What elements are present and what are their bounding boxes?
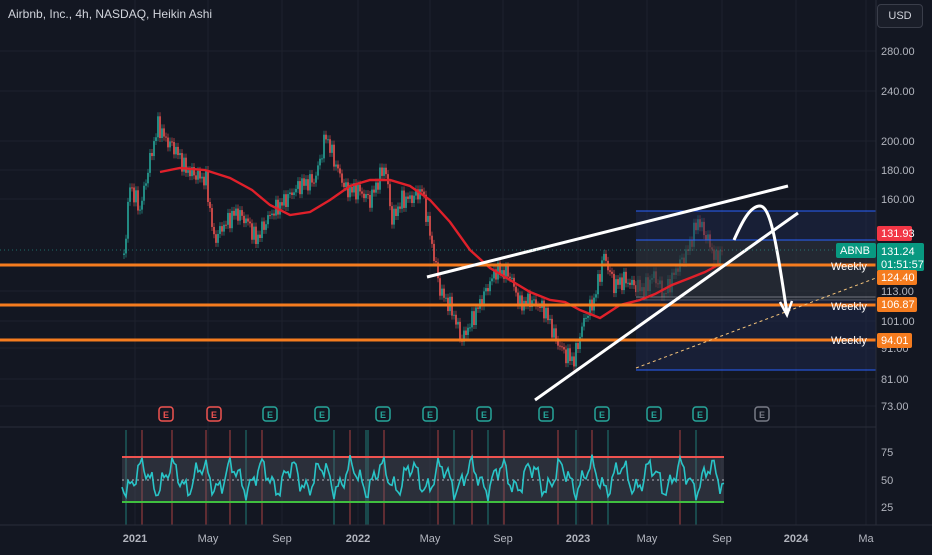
last-price-tag: 131.24 xyxy=(881,246,915,258)
price-axis-label: 101.00 xyxy=(881,316,915,328)
price-axis[interactable]: 280.00 240.00 200.00 180.00 160.00 113.00 101.… xyxy=(881,46,915,413)
price-axis-label: 240.00 xyxy=(881,86,915,98)
trend-lines xyxy=(426,184,877,402)
earnings-event-icon[interactable]: E xyxy=(594,406,610,422)
time-axis-label: Sep xyxy=(712,533,732,545)
earnings-event-icon[interactable]: E xyxy=(646,406,662,422)
price-axis-label: 280.00 xyxy=(881,46,915,58)
price-axis-label: 73.00 xyxy=(881,401,909,413)
earnings-event-icon[interactable]: E xyxy=(314,406,330,422)
weekly-label-1: Weekly xyxy=(831,261,867,273)
earnings-event-icon[interactable]: E xyxy=(262,406,278,422)
oscillator-line xyxy=(121,454,725,502)
oscillator-axis-label: 25 xyxy=(881,502,893,514)
svg-text:E: E xyxy=(651,410,657,420)
price-axis-label: 180.00 xyxy=(881,165,915,177)
earnings-event-icon[interactable]: E xyxy=(158,406,174,422)
weekly-label-2: Weekly xyxy=(831,301,867,313)
earnings-event-icon[interactable]: E xyxy=(538,406,554,422)
chart-title: Airbnb, Inc., 4h, NASDAQ, Heikin Ashi xyxy=(8,7,213,21)
oscillator-pane xyxy=(0,426,876,525)
svg-text:E: E xyxy=(759,410,765,420)
symbol-tag: ABNB xyxy=(840,245,870,257)
time-axis-label: 2022 xyxy=(346,533,370,545)
currency-button[interactable]: USD xyxy=(877,4,923,28)
countdown-tag: 01:51:57 xyxy=(881,259,924,271)
price-axis-label: 200.00 xyxy=(881,136,915,148)
time-axis-label: May xyxy=(420,533,441,545)
svg-text:E: E xyxy=(380,410,386,420)
svg-text:E: E xyxy=(267,410,273,420)
earnings-event-icon[interactable]: E xyxy=(754,406,770,422)
level-tag-3: 94.01 xyxy=(881,335,909,347)
svg-text:E: E xyxy=(319,410,325,420)
svg-text:E: E xyxy=(211,410,217,420)
time-axis-label: 2021 xyxy=(123,533,147,545)
time-axis-label: Ma xyxy=(858,533,874,545)
high-price-tag: 131.93 xyxy=(881,228,915,240)
earnings-event-icon[interactable]: E xyxy=(375,406,391,422)
price-axis-label: 113.00 xyxy=(881,286,914,298)
earnings-event-icon[interactable]: E xyxy=(206,406,222,422)
projection-arrow xyxy=(732,204,794,319)
candles xyxy=(123,112,723,371)
svg-text:E: E xyxy=(543,410,549,420)
level-tag-2: 106.87 xyxy=(881,299,915,311)
time-axis[interactable]: 2021 May Sep 2022 May Sep 2023 May Sep 2024 Ma xyxy=(123,533,875,545)
price-axis-label: 81.00 xyxy=(881,374,909,386)
time-axis-label: May xyxy=(198,533,219,545)
oscillator-axis: 75 50 25 xyxy=(881,447,893,514)
time-axis-label: Sep xyxy=(493,533,513,545)
time-axis-label: 2024 xyxy=(784,533,809,545)
svg-text:E: E xyxy=(481,410,487,420)
weekly-label-3: Weekly xyxy=(831,335,867,347)
grid-lines xyxy=(0,0,876,525)
level-tag-1: 124.40 xyxy=(881,272,915,284)
svg-text:E: E xyxy=(697,410,703,420)
earnings-event-icon[interactable]: E xyxy=(692,406,708,422)
svg-text:E: E xyxy=(163,410,169,420)
earnings-event-icon[interactable]: E xyxy=(422,406,438,422)
moving-average-line xyxy=(159,166,721,320)
oscillator-axis-label: 50 xyxy=(881,475,893,487)
price-tags: 131.93 ABNB 131.24 01:51:57 124.40 106.8… xyxy=(836,226,924,348)
time-axis-label: Sep xyxy=(272,533,292,545)
earnings-event-icon[interactable]: E xyxy=(476,406,492,422)
price-axis-label: 160.00 xyxy=(881,194,915,206)
time-axis-label: May xyxy=(637,533,658,545)
support-levels xyxy=(0,263,876,342)
oscillator-axis-label: 75 xyxy=(881,447,893,459)
svg-text:E: E xyxy=(599,410,605,420)
time-axis-label: 2023 xyxy=(566,533,590,545)
svg-text:E: E xyxy=(427,410,433,420)
